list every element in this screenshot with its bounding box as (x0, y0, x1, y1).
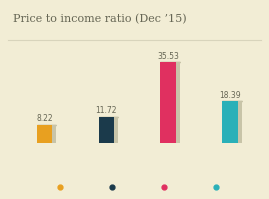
Bar (165, 62, 180, 143)
Bar (226, 101, 242, 143)
Bar (222, 101, 238, 143)
Text: Price to income ratio (Dec ’15): Price to income ratio (Dec ’15) (13, 14, 187, 24)
Bar (98, 117, 114, 143)
Bar (160, 62, 176, 143)
Bar (41, 125, 56, 143)
Text: 35.53: 35.53 (157, 52, 179, 61)
Text: 18.39: 18.39 (219, 91, 241, 100)
Bar (37, 125, 52, 143)
Text: 8.22: 8.22 (36, 114, 53, 123)
Text: 11.72: 11.72 (95, 106, 117, 115)
Bar (103, 117, 118, 143)
